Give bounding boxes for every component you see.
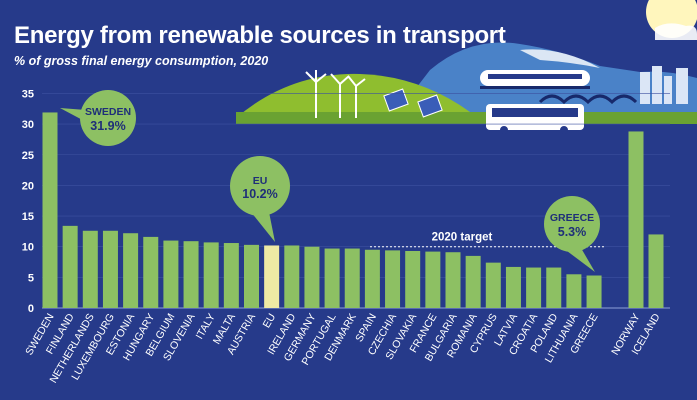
bar-cyprus: [485, 262, 501, 308]
bridge-icon: [538, 94, 638, 105]
bar-germany: [304, 246, 320, 308]
chart-subtitle: % of gross final energy consumption, 202…: [14, 54, 269, 68]
snow-cap-icon: [520, 49, 600, 68]
bar-slovakia: [405, 250, 421, 308]
bar-latvia: [505, 266, 521, 308]
bar-croatia: [526, 267, 542, 308]
bar-portugal: [324, 248, 340, 308]
callout-pointer: [563, 248, 595, 272]
bar-bulgaria: [445, 252, 461, 308]
bar-sweden: [42, 112, 58, 308]
callout-bubble: [230, 156, 290, 216]
solar-panels-icon: [383, 88, 443, 118]
bar-greece: [586, 275, 602, 308]
bar-luxembourg: [102, 230, 118, 308]
ground-strip: [236, 112, 697, 124]
callout-eu-value: 10.2%: [242, 187, 277, 201]
y-tick-label: 5: [28, 272, 34, 284]
bar-ireland: [284, 245, 300, 308]
bar-czechia: [385, 250, 401, 308]
illustration: [236, 0, 697, 134]
y-tick-label: 0: [28, 303, 34, 315]
bus-icon: [486, 104, 584, 134]
bars: [42, 112, 664, 308]
callout-greece-value: 5.3%: [558, 225, 587, 239]
bar-finland: [62, 225, 78, 308]
bar-spain: [364, 249, 380, 308]
y-tick-label: 35: [22, 88, 34, 100]
bar-estonia: [123, 233, 139, 308]
callout-bubble: [80, 90, 136, 146]
bar-austria: [244, 244, 259, 308]
bar-iceland: [648, 234, 664, 308]
bar-norway: [628, 131, 644, 308]
y-tick-label: 15: [22, 211, 34, 223]
bar-malta: [223, 243, 239, 308]
y-tick-label: 30: [22, 119, 34, 131]
bar-denmark: [344, 248, 360, 308]
callout-eu-label: EU: [253, 175, 268, 187]
train-icon: [480, 70, 590, 89]
y-axis: 0 5 10 15 20 25 30 35: [22, 88, 34, 315]
wind-turbines-icon: [305, 70, 366, 118]
bar-lithuania: [566, 274, 582, 308]
bar-hungary: [143, 236, 159, 308]
x-axis: SWEDENFINLANDNETHERLANDSLUXEMBOURGESTONI…: [23, 311, 663, 385]
chart-title: Energy from renewable sources in transpo…: [14, 22, 506, 49]
bar-slovenia: [183, 241, 199, 308]
bar-eu: [264, 245, 280, 308]
y-tick-label: 25: [22, 150, 34, 162]
bar-netherlands: [82, 230, 98, 308]
bar-romania: [465, 255, 481, 308]
city-buildings-icon: [640, 66, 688, 104]
bar-poland: [546, 267, 562, 308]
callout-bubble: [544, 196, 600, 252]
x-tick-label: EU: [261, 312, 279, 331]
y-tick-label: 10: [22, 242, 34, 254]
bar-france: [425, 251, 441, 308]
hill-icon: [236, 73, 470, 122]
target-label: 2020 target: [432, 232, 493, 244]
y-tick-label: 20: [22, 180, 34, 192]
callout-greece-label: GREECE: [550, 212, 594, 224]
callout-sweden-value: 31.9%: [90, 119, 125, 133]
callout-sweden-label: SWEDEN: [85, 106, 131, 118]
bar-belgium: [163, 240, 179, 308]
cloud-icon: [655, 23, 697, 40]
callout-pointer: [251, 212, 275, 242]
bar-italy: [203, 242, 219, 308]
